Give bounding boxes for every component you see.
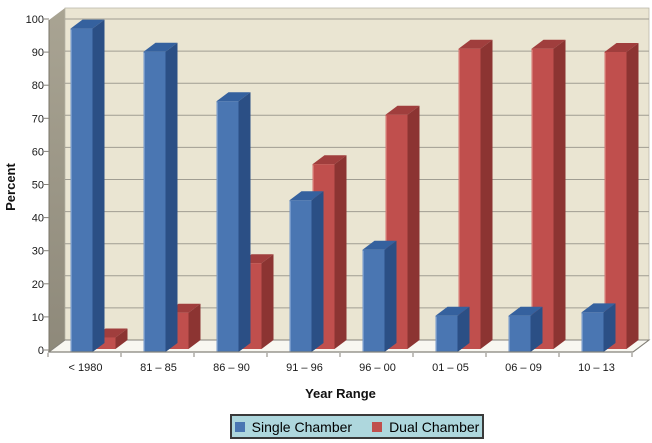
bar-single-chamber	[289, 191, 324, 352]
x-tick-label: 96 – 00	[359, 362, 396, 374]
bar-front-face	[70, 28, 93, 352]
bar-single-chamber	[435, 306, 470, 352]
bar-single-chamber	[216, 92, 251, 352]
bar-front-face	[289, 200, 312, 352]
bar-side-face	[626, 43, 639, 349]
bar-side-face	[384, 240, 397, 352]
bar-front-face	[508, 315, 531, 352]
bar-side-face	[407, 105, 420, 349]
bar-side-face	[311, 191, 324, 352]
bar-front-face	[458, 48, 481, 349]
bar-side-face	[530, 306, 543, 352]
x-axis-title: Year Range	[305, 386, 376, 401]
bar-side-face	[457, 306, 470, 352]
bar-single-chamber	[70, 19, 105, 352]
bar-side-face	[238, 92, 251, 352]
y-tick-label: 90	[32, 47, 44, 59]
bar-front-face	[216, 101, 239, 352]
bar-top-face	[458, 39, 493, 49]
bar-top-face	[581, 303, 616, 313]
bar-front-face	[581, 312, 604, 352]
y-tick-label: 70	[32, 113, 44, 125]
bar-dual-chamber	[458, 39, 493, 349]
chart-left-wall	[49, 8, 65, 352]
bar-single-chamber	[581, 303, 616, 352]
bar-top-face	[362, 240, 397, 250]
bar-top-face	[70, 19, 105, 29]
bar-top-face	[385, 105, 420, 115]
x-tick-label: 06 – 09	[505, 362, 542, 374]
dual-chamber-swatch-icon	[372, 421, 383, 432]
bar-front-face	[604, 52, 627, 349]
y-tick-label: 20	[32, 279, 44, 291]
legend-label-single-chamber: Single Chamber	[251, 418, 353, 435]
legend: Single Chamber Dual Chamber	[230, 414, 484, 439]
bar-side-face	[92, 19, 105, 352]
bar-single-chamber	[143, 42, 178, 352]
x-tick-label: 91 – 96	[286, 362, 323, 374]
bar-single-chamber	[508, 306, 543, 352]
bar-side-face	[261, 254, 274, 349]
x-tick-label: 86 – 90	[213, 362, 250, 374]
single-chamber-swatch-icon	[234, 421, 245, 432]
y-tick-label: 10	[32, 312, 44, 324]
floor-right-edge	[632, 339, 650, 353]
bar-single-chamber	[362, 240, 397, 352]
bar-top-face	[531, 39, 566, 49]
bar-side-face	[334, 155, 347, 349]
bar-side-face	[603, 303, 616, 352]
bar-front-face	[531, 48, 554, 349]
bar-top-face	[508, 306, 543, 316]
y-tick-label: 0	[38, 345, 44, 357]
bar-top-face	[435, 306, 470, 316]
x-tick-label: 10 – 13	[578, 362, 615, 374]
y-tick-label: 60	[32, 146, 44, 158]
legend-item-single-chamber: Single Chamber	[234, 418, 353, 435]
y-tick-label: 100	[26, 14, 44, 26]
bar-top-face	[216, 92, 251, 102]
legend-item-dual-chamber: Dual Chamber	[372, 419, 479, 435]
y-tick-label: 80	[32, 80, 44, 92]
bar-top-face	[312, 155, 347, 165]
x-tick-label: < 1980	[69, 362, 103, 374]
y-tick-label: 40	[32, 213, 44, 225]
bar-side-face	[115, 328, 128, 349]
bar-top-face	[289, 191, 324, 201]
legend-label-dual-chamber: Dual Chamber	[389, 418, 480, 435]
bar-front-face	[93, 337, 116, 349]
x-tick-label: 01 – 05	[432, 362, 469, 374]
bar-side-face	[480, 39, 493, 349]
bar-front-face	[143, 51, 166, 352]
bar-dual-chamber	[604, 43, 639, 349]
y-tick-label: 50	[32, 180, 44, 192]
y-tick-label: 30	[32, 246, 44, 258]
bar-side-face	[553, 39, 566, 349]
bar-top-face	[604, 43, 639, 52]
bar-front-face	[435, 315, 458, 352]
x-tick-label: 81 – 85	[140, 362, 177, 374]
bar-top-face	[143, 42, 178, 52]
bar-front-face	[362, 249, 385, 352]
bar-side-face	[165, 42, 178, 352]
bar-side-face	[188, 303, 201, 349]
y-axis-title: Percent	[3, 163, 18, 211]
bar-dual-chamber	[531, 39, 566, 349]
